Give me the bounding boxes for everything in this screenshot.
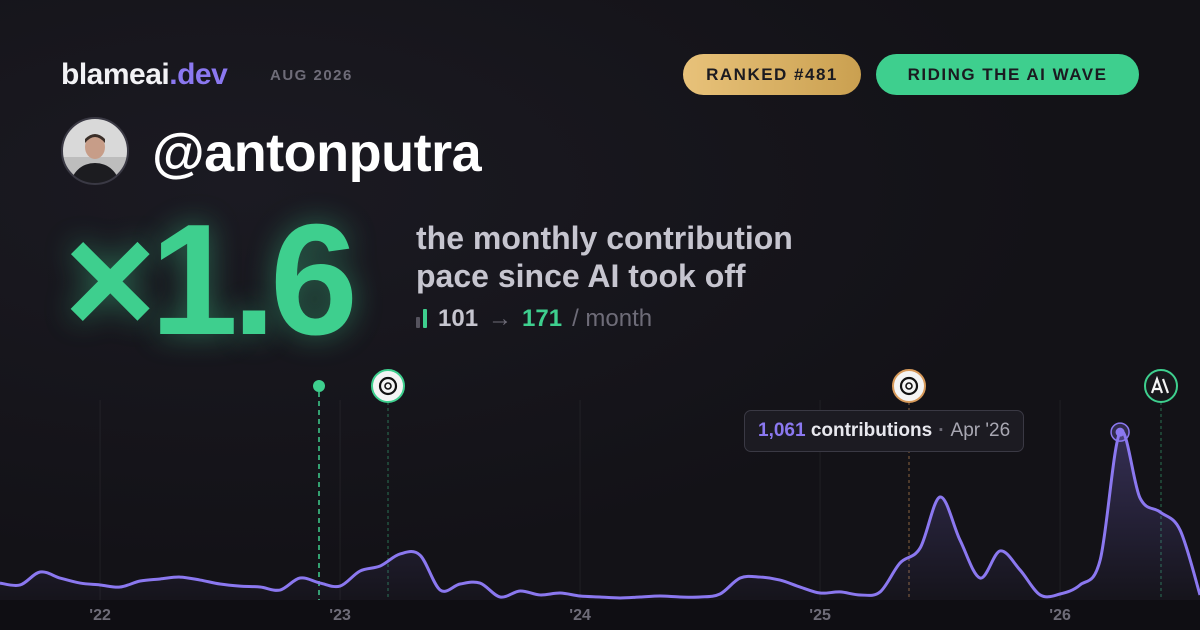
tooltip: 1,061 contributions · Apr '26 bbox=[744, 410, 1025, 452]
openai-icon bbox=[371, 369, 405, 403]
pace-before: 101 bbox=[438, 305, 479, 332]
description: the monthly contribution bbox=[416, 220, 793, 256]
peak-point bbox=[1115, 427, 1125, 437]
x-tick-label: '25 bbox=[809, 607, 831, 624]
tooltip-date: Apr '26 bbox=[950, 420, 1011, 441]
x-tick-label: '24 bbox=[569, 607, 591, 624]
username: @antonputra bbox=[152, 123, 482, 183]
status-badge: RIDING THE AI WAVE bbox=[876, 54, 1139, 95]
bars-icon bbox=[416, 309, 427, 328]
x-tick-label: '22 bbox=[89, 607, 111, 624]
arrow: → bbox=[488, 305, 513, 332]
brand-name: blameai bbox=[61, 58, 170, 91]
tooltip-text: contributions bbox=[810, 420, 933, 441]
pace-unit: / month bbox=[572, 305, 653, 332]
multiplier: ×1.6 bbox=[64, 192, 358, 368]
anthropic-icon bbox=[1144, 369, 1178, 403]
x-tick-label: '26 bbox=[1049, 607, 1071, 624]
rank-badge: RANKED #481 bbox=[683, 54, 861, 95]
separator: · bbox=[938, 420, 945, 441]
line bbox=[0, 429, 1200, 600]
pace-after: 171 bbox=[522, 305, 563, 332]
openai-icon bbox=[892, 369, 926, 403]
brand-tld: .dev bbox=[169, 58, 228, 91]
event-dot bbox=[313, 380, 325, 392]
area bbox=[0, 431, 1200, 600]
brand: blameai.dev bbox=[61, 58, 228, 92]
x-axis-band bbox=[0, 600, 1200, 630]
period: AUG 2026 bbox=[270, 67, 353, 84]
pace-stats: 101 → 171 / month bbox=[416, 305, 652, 333]
x-tick-label: '23 bbox=[329, 607, 351, 624]
description: pace since AI took off bbox=[416, 258, 746, 294]
tooltip-value: 1,061 bbox=[758, 420, 806, 441]
avatar bbox=[61, 117, 129, 185]
